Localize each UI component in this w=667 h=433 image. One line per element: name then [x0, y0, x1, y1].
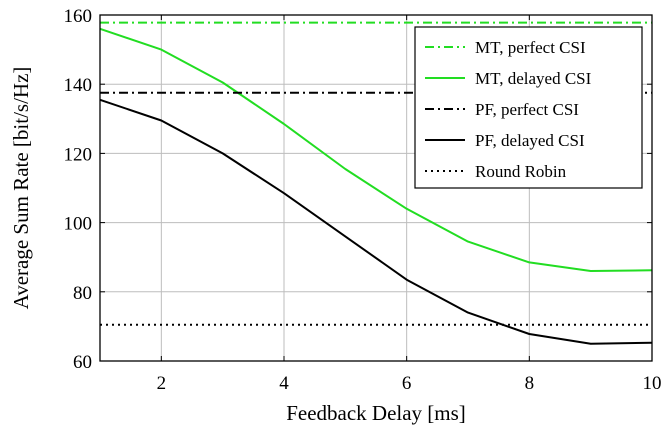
y-tick-label: 140 — [64, 75, 93, 96]
legend: MT, perfect CSI MT, delayed CSI PF, perfec… — [414, 26, 643, 189]
y-tick-label: 120 — [64, 144, 93, 165]
y-tick-label: 60 — [73, 352, 92, 373]
tick-labels: 2 4 6 8 10 60 80 100 120 140 160 — [64, 6, 662, 394]
y-tick-label: 100 — [64, 214, 93, 235]
series-line-2 — [99, 27, 653, 272]
x-axis-label: Feedback Delay [ms] — [286, 401, 466, 425]
legend-label: PF, perfect CSI — [475, 100, 579, 119]
x-tick-label: 10 — [643, 373, 662, 394]
x-tick-label: 2 — [157, 373, 167, 394]
x-tick-label: 4 — [279, 373, 289, 394]
x-tick-label: 8 — [525, 373, 535, 394]
plot-frame — [99, 14, 653, 362]
y-axis-label: Average Sum Rate [bit/s/Hz] — [9, 67, 33, 310]
legend-label: MT, perfect CSI — [475, 38, 586, 57]
legend-box — [414, 26, 643, 189]
y-tick-label: 160 — [64, 6, 93, 27]
series-line-4 — [99, 98, 653, 345]
y-tick-label: 80 — [73, 283, 92, 304]
legend-label: Round Robin — [475, 162, 567, 181]
legend-label: MT, delayed CSI — [475, 69, 592, 88]
x-tick-label: 6 — [402, 373, 412, 394]
legend-label: PF, delayed CSI — [475, 131, 585, 150]
